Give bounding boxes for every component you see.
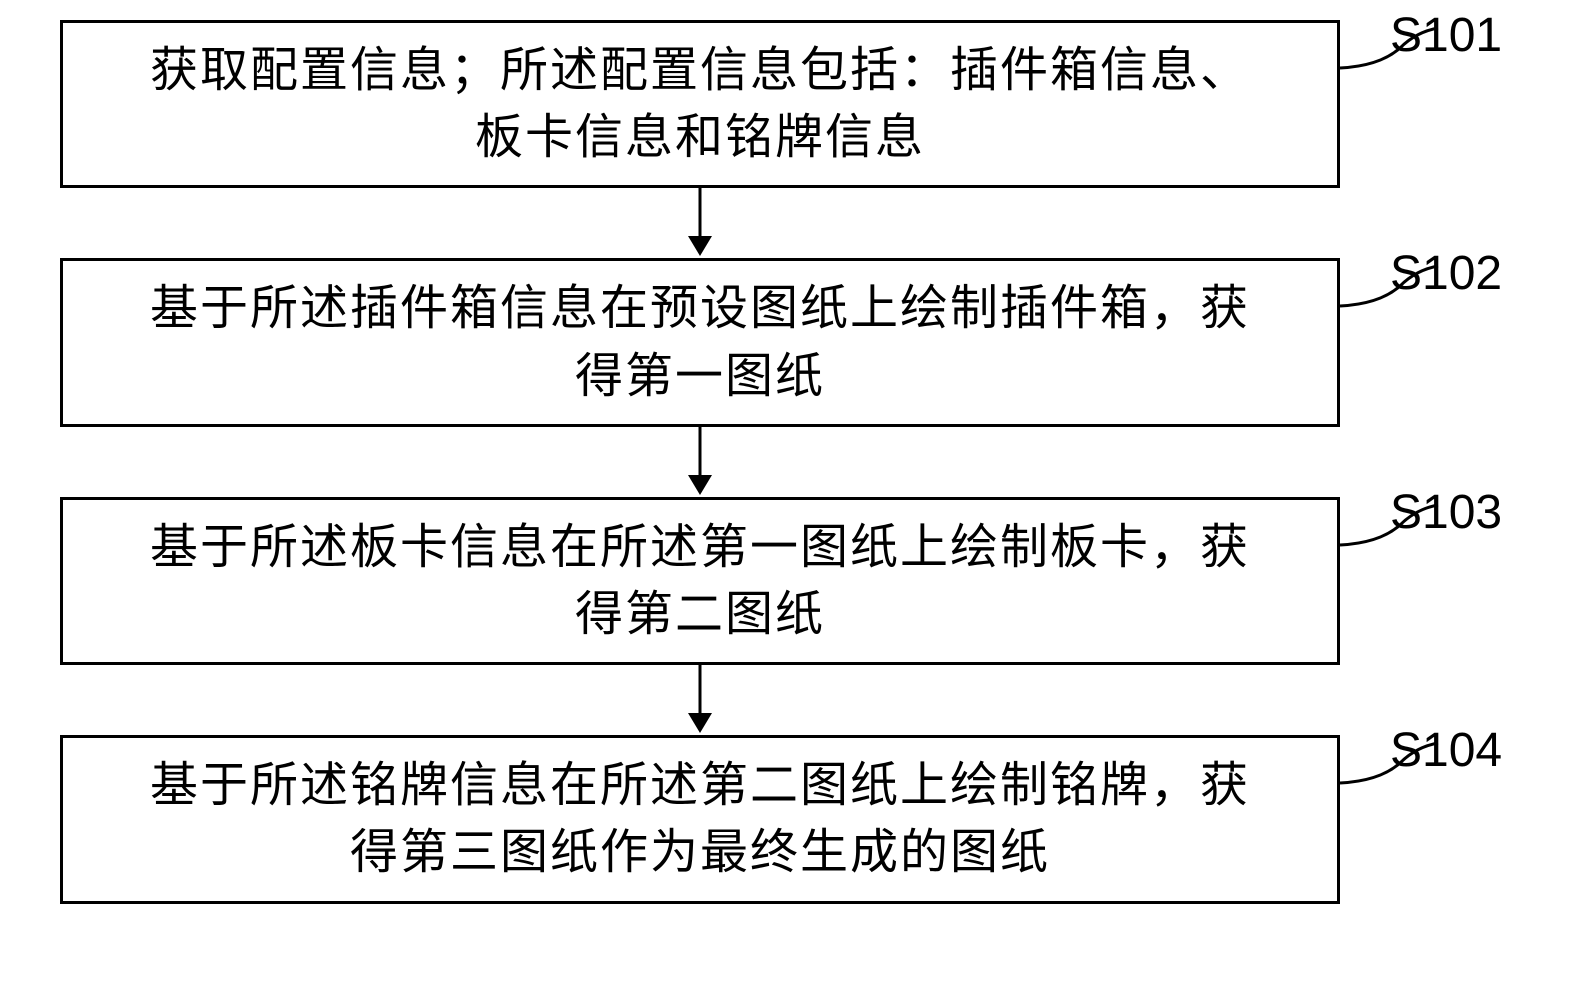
flow-box-text: 获取配置信息；所述配置信息包括：插件箱信息、 — [150, 37, 1250, 104]
flow-arrow — [60, 427, 1340, 497]
flow-step: 基于所述板卡信息在所述第一图纸上绘制板卡，获 得第二图纸 S103 — [60, 497, 1516, 665]
arrow-down-icon — [682, 665, 718, 735]
flow-step: 获取配置信息；所述配置信息包括：插件箱信息、 板卡信息和铭牌信息 S101 — [60, 20, 1516, 188]
flow-box-text: 板卡信息和铭牌信息 — [475, 104, 925, 171]
arrow-down-icon — [682, 427, 718, 497]
flowchart-container: 获取配置信息；所述配置信息包括：插件箱信息、 板卡信息和铭牌信息 S101 基于… — [60, 20, 1516, 904]
flow-box-s104: 基于所述铭牌信息在所述第二图纸上绘制铭牌，获 得第三图纸作为最终生成的图纸 — [60, 735, 1340, 903]
flow-arrow — [60, 665, 1340, 735]
flow-box-s103: 基于所述板卡信息在所述第一图纸上绘制板卡，获 得第二图纸 — [60, 497, 1340, 665]
flow-box-s101: 获取配置信息；所述配置信息包括：插件箱信息、 板卡信息和铭牌信息 — [60, 20, 1340, 188]
flow-box-text: 得第二图纸 — [575, 581, 825, 648]
flow-arrow — [60, 188, 1340, 258]
flow-box-text: 基于所述铭牌信息在所述第二图纸上绘制铭牌，获 — [150, 752, 1250, 819]
step-label-s104: S104 — [1390, 723, 1502, 778]
flow-box-text: 基于所述板卡信息在所述第一图纸上绘制板卡，获 — [150, 514, 1250, 581]
step-label-s102: S102 — [1390, 246, 1502, 301]
flow-box-text: 基于所述插件箱信息在预设图纸上绘制插件箱，获 — [150, 275, 1250, 342]
arrow-down-icon — [682, 188, 718, 258]
step-label-s101: S101 — [1390, 8, 1502, 63]
flow-box-s102: 基于所述插件箱信息在预设图纸上绘制插件箱，获 得第一图纸 — [60, 258, 1340, 426]
flow-box-text: 得第一图纸 — [575, 343, 825, 410]
flow-step: 基于所述铭牌信息在所述第二图纸上绘制铭牌，获 得第三图纸作为最终生成的图纸 S1… — [60, 735, 1516, 903]
flow-box-text: 得第三图纸作为最终生成的图纸 — [350, 819, 1050, 886]
step-label-s103: S103 — [1390, 485, 1502, 540]
flow-step: 基于所述插件箱信息在预设图纸上绘制插件箱，获 得第一图纸 S102 — [60, 258, 1516, 426]
